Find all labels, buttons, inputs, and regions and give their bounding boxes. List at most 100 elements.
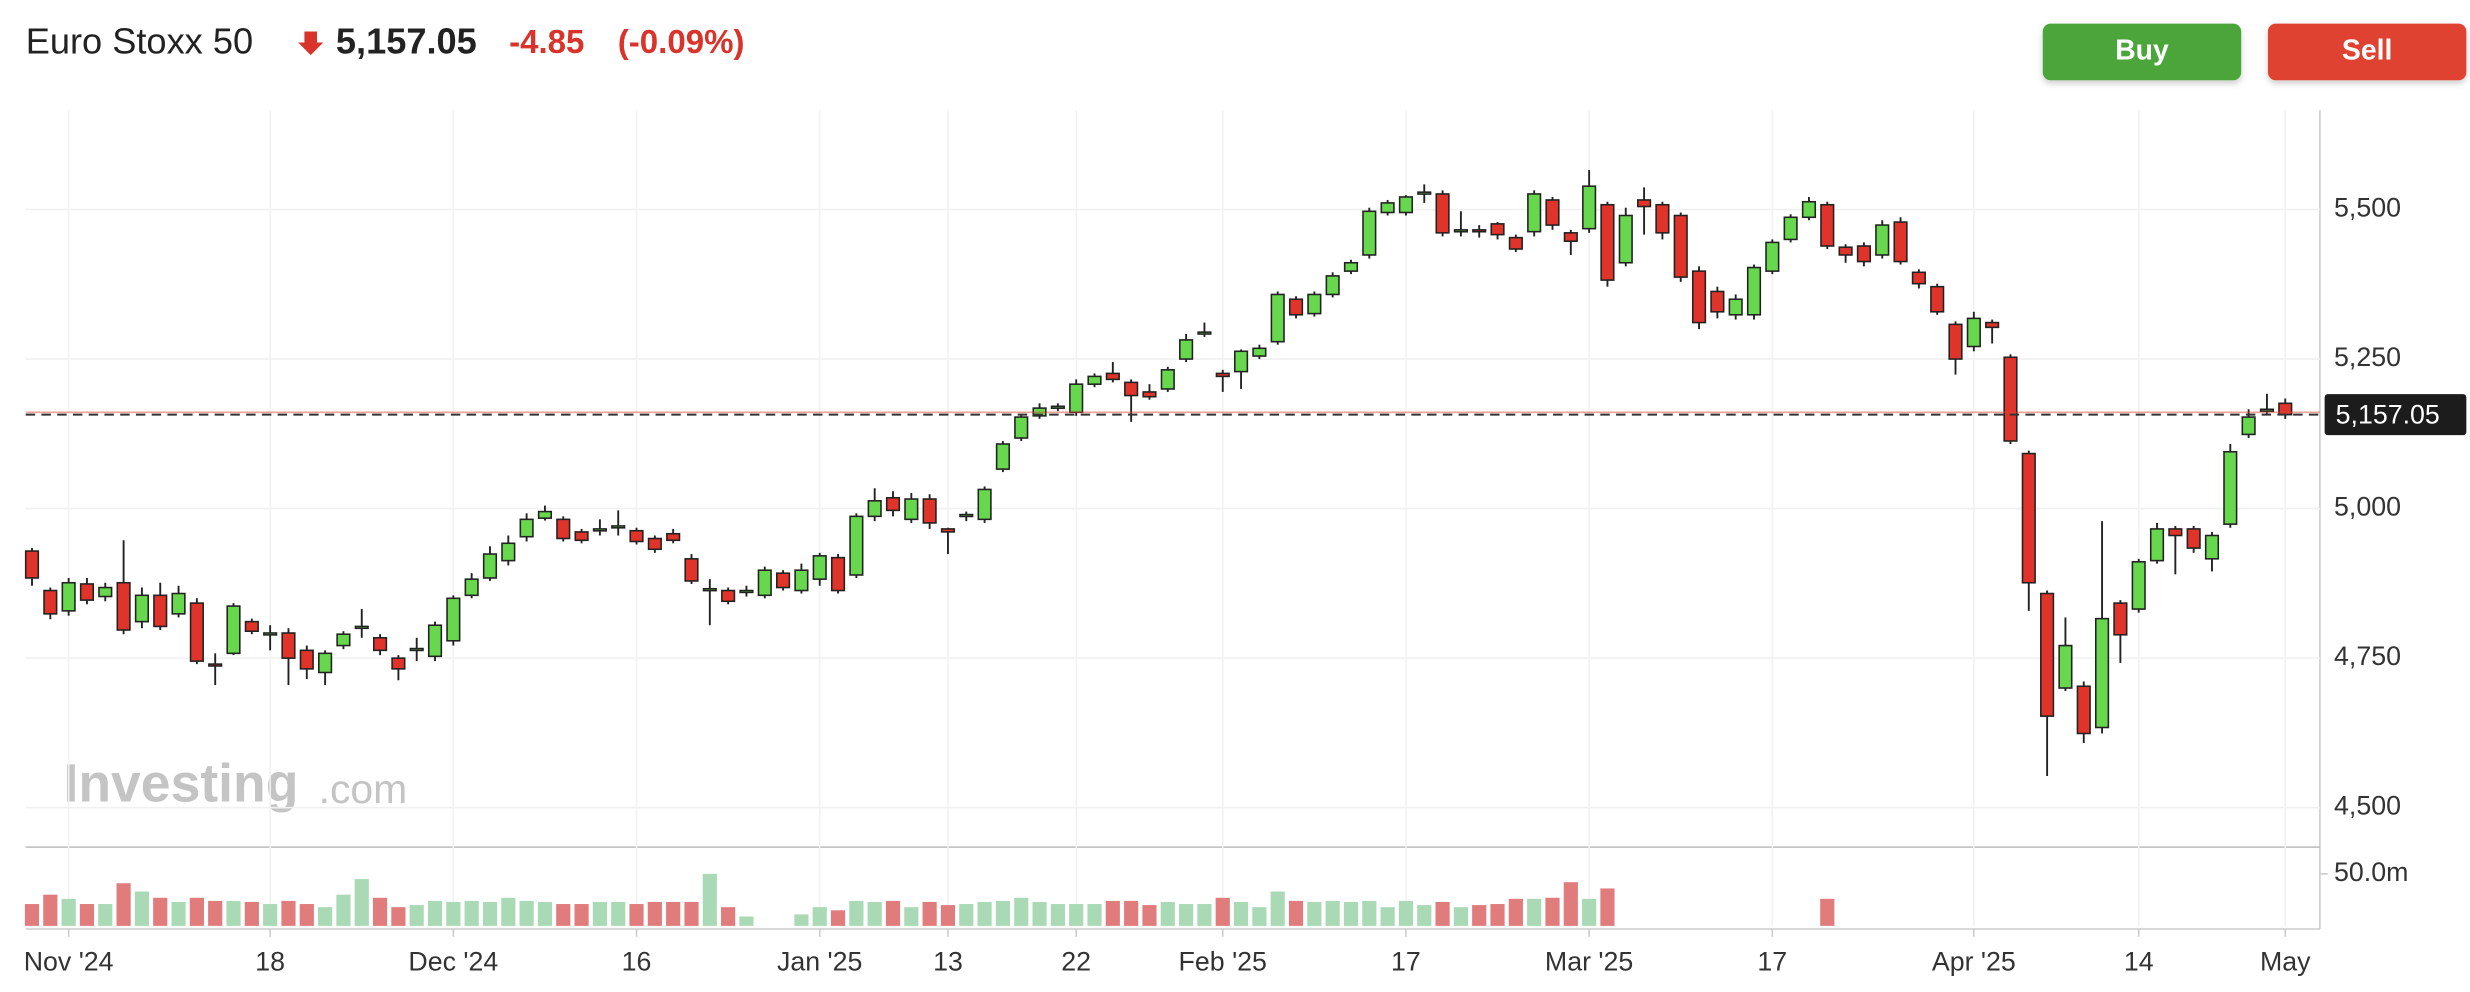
candle-body [281, 632, 296, 659]
sell-button[interactable]: Sell [2267, 23, 2467, 81]
volume-bar [1307, 901, 1322, 926]
candle-body [1545, 199, 1560, 226]
volume-bar [922, 901, 937, 926]
watermark-suffix: .com [319, 766, 408, 812]
candle-body [2094, 617, 2110, 729]
volume-bar [702, 873, 717, 926]
candle-body [757, 569, 772, 597]
candle-body [1050, 405, 1065, 409]
candle-body [537, 510, 553, 519]
candle-body [43, 589, 58, 615]
volume-bar [1563, 882, 1578, 926]
x-tick-label: Feb '25 [1179, 947, 1267, 977]
candle-body [263, 632, 278, 636]
buy-button[interactable]: Buy [2042, 23, 2242, 81]
candle-body [1746, 266, 1762, 316]
candle-body [1966, 317, 1981, 348]
volume-bar [849, 900, 864, 926]
candle-body [1417, 191, 1432, 195]
candle-body [1563, 232, 1578, 243]
candle-body [776, 572, 791, 589]
sell-label[interactable]: Sell [2342, 34, 2392, 66]
candle-body [1362, 210, 1377, 256]
candle-body [1655, 203, 1670, 234]
x-tick-label: May [2260, 947, 2311, 977]
candle-body [1783, 216, 1798, 241]
candle-body [1069, 383, 1084, 414]
y-tick-label: 4,500 [2334, 791, 2401, 821]
candle-body [592, 528, 607, 532]
volume-bar [43, 894, 58, 926]
candle-body [647, 537, 662, 551]
volume-bar [1233, 901, 1249, 926]
volume-tick-label: 50.0m [2334, 857, 2408, 887]
candle-body [1728, 298, 1743, 316]
volume-bar [189, 897, 204, 926]
candle-body [2168, 528, 2183, 537]
candle-body [1087, 375, 1102, 385]
candle-body [2131, 561, 2146, 610]
candle-body [1197, 331, 1212, 335]
volume-bar [427, 900, 443, 926]
volume-bar [1343, 901, 1359, 926]
volume-bar [794, 914, 809, 926]
candle-body [1472, 229, 1487, 233]
candle-body [1160, 369, 1175, 390]
volume-bar [1508, 898, 1523, 926]
candle-body [1105, 372, 1120, 381]
volume-bar [537, 901, 553, 926]
candle-body [299, 649, 314, 670]
x-tick-label: 18 [255, 947, 285, 977]
volume-bar [1600, 888, 1615, 926]
candle-body [867, 500, 882, 518]
candle-body [1911, 271, 1926, 285]
sell-bg[interactable] [2267, 23, 2467, 81]
volume-bar [1325, 900, 1340, 926]
candle-body [189, 602, 204, 662]
candle-body [2040, 592, 2055, 717]
volume-bar [1820, 898, 1835, 926]
x-tick-label: Jan '25 [777, 947, 862, 977]
volume-bar [647, 901, 662, 926]
candle-body [482, 553, 498, 579]
candle-body [2058, 644, 2073, 689]
buy-label[interactable]: Buy [2115, 34, 2169, 66]
volume-bar [1380, 907, 1395, 926]
volume-bar [318, 907, 333, 926]
candle-body [1124, 381, 1139, 397]
candle-body [336, 633, 351, 647]
y-tick-label: 5,250 [2334, 342, 2401, 372]
candle-body [1985, 321, 2000, 329]
candle-body [1637, 199, 1652, 208]
candle-body [519, 518, 534, 538]
candle-body [446, 597, 461, 642]
x-tick-label: 22 [1061, 947, 1091, 977]
volume-bar [226, 900, 241, 926]
volume-bar [1527, 898, 1542, 926]
candle-body [1600, 203, 1615, 281]
x-tick-label: Apr '25 [1932, 947, 2016, 977]
volume-bar [391, 907, 406, 926]
volume-bar [134, 891, 150, 926]
volume-bar [519, 900, 534, 926]
candle-body [244, 620, 259, 632]
candle-body [61, 581, 76, 612]
candle-body [171, 592, 186, 615]
candle-body [995, 443, 1011, 470]
volume-bar [1124, 900, 1139, 926]
volume-bar [372, 897, 388, 926]
volume-bar [281, 900, 296, 926]
candle-body [1582, 185, 1597, 230]
candle-body [739, 589, 754, 594]
volume-bar [684, 901, 699, 926]
candle-body [2186, 528, 2201, 549]
volume-bar [1288, 900, 1304, 926]
volume-bar [98, 904, 113, 926]
down-arrow [298, 31, 324, 56]
x-tick-label: Nov '24 [24, 947, 114, 977]
candle-body [556, 518, 571, 540]
volume-bar [208, 900, 223, 926]
volume-bar [556, 904, 571, 926]
buy-bg[interactable] [2042, 23, 2242, 81]
